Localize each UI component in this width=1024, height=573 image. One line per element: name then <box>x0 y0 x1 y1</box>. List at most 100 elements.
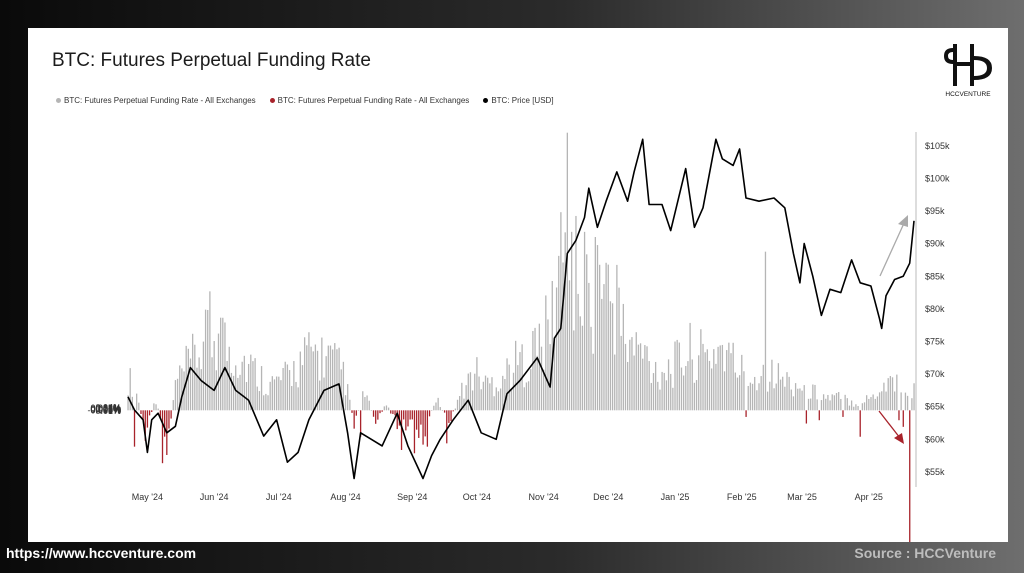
funding-bar-positive <box>896 374 898 411</box>
x-tick-label: Sep '24 <box>397 492 427 502</box>
funding-bar-positive <box>904 392 907 411</box>
funding-bar-positive <box>474 373 476 411</box>
funding-bar-positive <box>749 382 752 411</box>
chart-card: BTC: Futures Perpetual Funding Rate HCCV… <box>28 28 1008 542</box>
funding-bar-positive <box>284 361 286 411</box>
y-left-tick-label: 0% <box>108 405 121 415</box>
funding-bar-negative <box>392 410 394 415</box>
x-tick-label: Jun '24 <box>200 492 229 502</box>
funding-bar-positive <box>717 346 719 411</box>
funding-bar-positive <box>314 344 317 411</box>
annotation-arrowhead <box>894 433 904 444</box>
funding-bar-positive <box>590 326 592 411</box>
funding-bar-positive <box>310 346 312 411</box>
funding-bar-positive <box>782 376 784 411</box>
funding-bar-negative <box>379 410 381 414</box>
funding-bar-positive <box>523 387 525 411</box>
funding-bar-positive <box>784 386 786 411</box>
funding-bar-positive <box>129 368 131 411</box>
funding-bar-negative <box>407 410 409 427</box>
funding-bar-positive <box>626 361 629 411</box>
funding-bar-positive <box>861 403 864 411</box>
funding-bar-positive <box>764 251 767 411</box>
funding-bar-positive <box>172 400 174 411</box>
funding-bar-positive <box>200 369 202 411</box>
funding-bar-positive <box>594 237 596 411</box>
funding-bar-positive <box>622 303 624 411</box>
funding-bar-positive <box>571 231 573 411</box>
legend-item: BTC: Futures Perpetual Funding Rate - Al… <box>269 96 469 105</box>
funding-bar-positive <box>644 345 646 411</box>
funding-bar-positive <box>833 395 836 411</box>
funding-bar-positive <box>291 386 293 411</box>
funding-bar-positive <box>635 332 637 411</box>
funding-bar-positive <box>723 371 726 411</box>
funding-bar-positive <box>252 361 254 411</box>
funding-bar-positive <box>471 390 474 411</box>
x-tick-label: Mar '25 <box>787 492 817 502</box>
funding-bar-positive <box>592 353 594 411</box>
funding-bar-positive <box>342 361 345 411</box>
funding-bar-positive <box>868 398 870 411</box>
funding-bar-positive <box>484 375 487 411</box>
y-left-tick-label: -0.005% <box>87 406 121 416</box>
y-right-tick-label: $65k <box>925 402 945 412</box>
legend-swatch-black <box>483 98 489 103</box>
funding-bar-positive <box>883 382 885 411</box>
funding-bar-positive <box>239 374 241 411</box>
funding-bar-positive <box>547 319 549 411</box>
funding-bar-negative <box>372 410 375 417</box>
funding-bar-positive <box>607 264 609 411</box>
funding-bar-positive <box>349 399 351 411</box>
funding-bar-negative <box>146 410 149 428</box>
funding-bar-positive <box>700 329 702 411</box>
funding-bar-positive <box>357 410 360 411</box>
funding-bar-positive <box>779 379 782 411</box>
funding-bar-positive <box>665 380 668 411</box>
y-left-tick-label: -0.01% <box>92 406 121 416</box>
funding-bar-positive <box>652 373 655 411</box>
footer-url[interactable]: https://www.hccventure.com <box>6 545 197 561</box>
funding-bar-positive <box>506 358 508 411</box>
funding-bar-positive <box>616 264 618 411</box>
funding-bar-positive <box>387 407 390 411</box>
funding-bar-positive <box>747 385 749 411</box>
funding-bar-negative <box>403 410 405 420</box>
funding-bar-positive <box>577 293 579 411</box>
funding-bar-negative <box>355 410 357 416</box>
funding-bar-positive <box>558 255 560 411</box>
funding-bar-positive <box>480 389 482 411</box>
funding-bar-positive <box>855 404 857 411</box>
funding-bar-positive <box>698 355 700 411</box>
funding-bar-positive <box>312 351 314 411</box>
funding-bar-positive <box>515 340 517 411</box>
funding-bar-positive <box>790 389 792 411</box>
funding-bar-positive <box>368 400 370 411</box>
funding-bar-positive <box>659 389 661 411</box>
funding-bar-positive <box>331 349 334 411</box>
funding-bar-positive <box>560 212 562 411</box>
y-right-tick-label: $85k <box>925 271 945 281</box>
funding-bar-positive <box>219 317 222 411</box>
funding-bar-positive <box>370 410 373 411</box>
funding-bar-positive <box>728 342 730 411</box>
funding-bar-negative <box>422 410 424 445</box>
x-tick-label: May '24 <box>132 492 163 502</box>
funding-bar-positive <box>551 280 553 411</box>
funding-bar-positive <box>383 406 385 411</box>
funding-bar-positive <box>280 380 282 411</box>
funding-bar-positive <box>237 377 239 411</box>
legend-label: BTC: Futures Perpetual Funding Rate - Al… <box>64 96 256 105</box>
funding-bar-positive <box>766 391 769 411</box>
funding-bar-negative <box>413 410 416 454</box>
y-right-tick-label: $80k <box>925 304 945 314</box>
funding-bar-positive <box>568 280 571 411</box>
funding-bar-positive <box>366 395 368 411</box>
funding-bar-positive <box>866 395 868 411</box>
funding-bar-positive <box>603 284 605 411</box>
funding-bar-positive <box>878 392 881 411</box>
funding-bar-positive <box>583 231 586 411</box>
funding-bar-positive <box>527 381 530 411</box>
funding-bar-positive <box>329 345 332 411</box>
funding-bar-positive <box>435 402 437 411</box>
